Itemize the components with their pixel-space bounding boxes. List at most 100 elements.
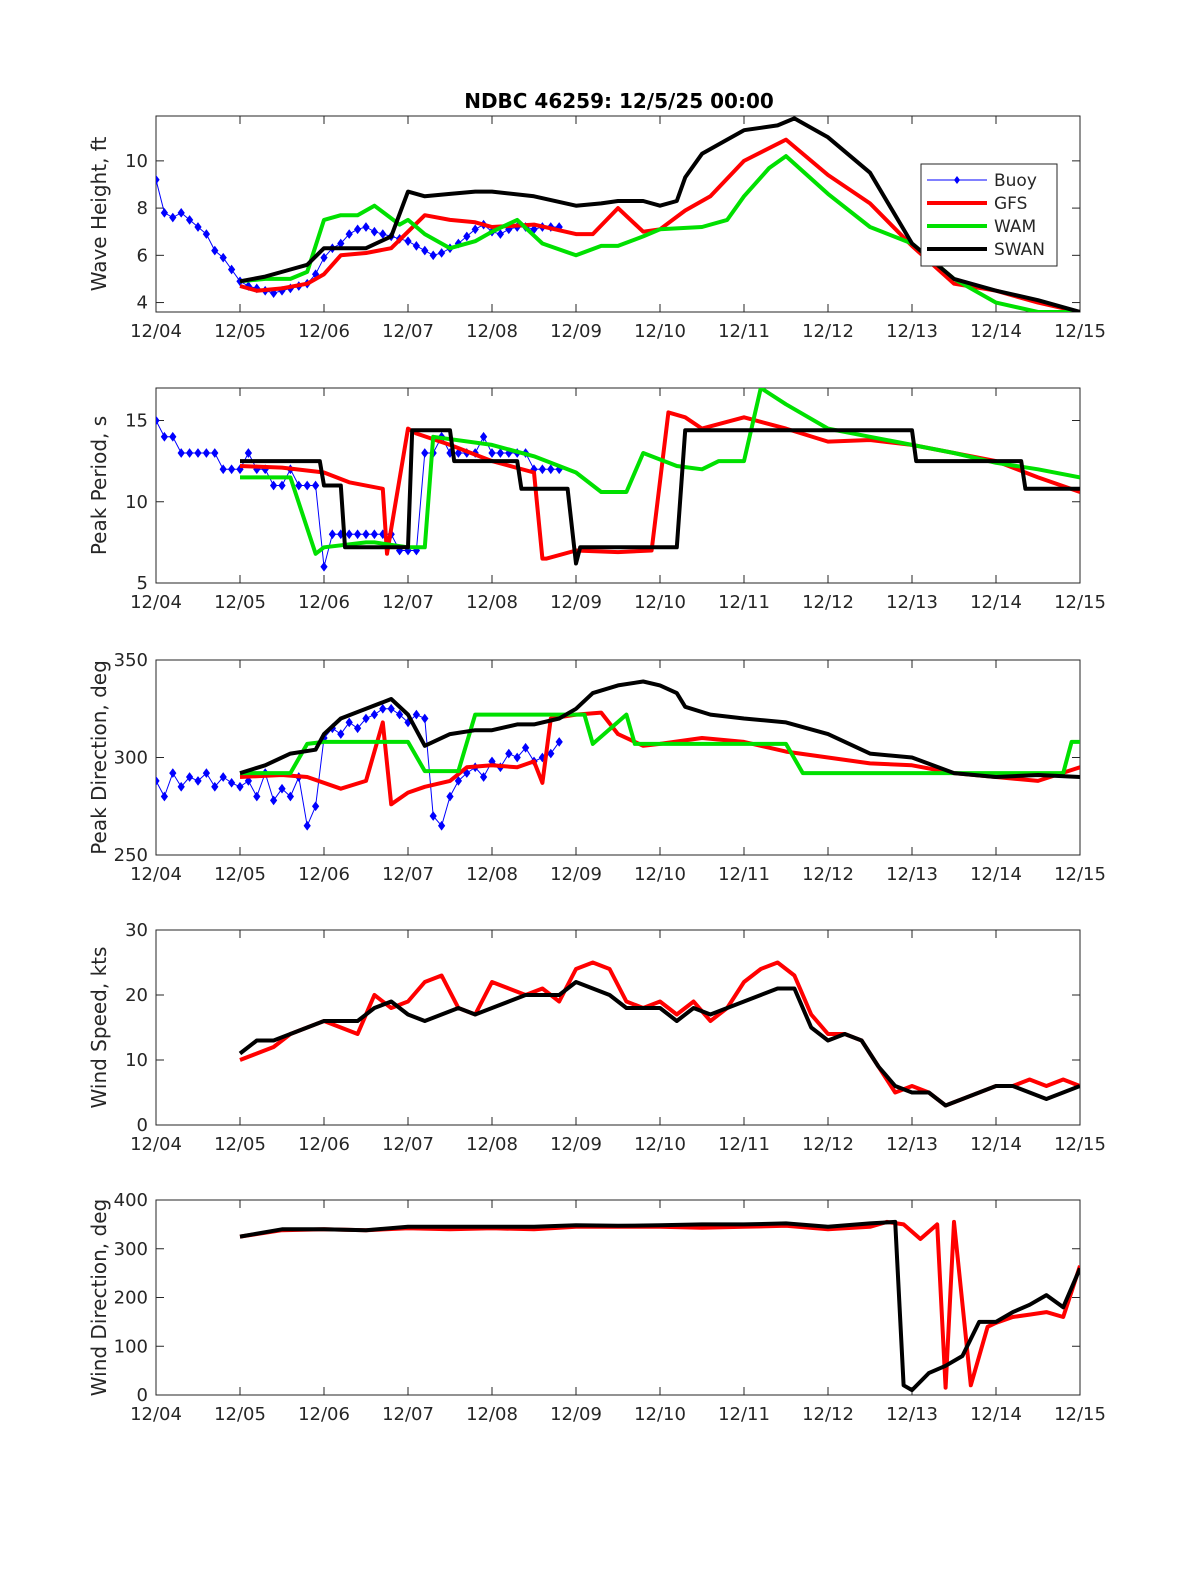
peak-period-buoy-point [454,448,463,458]
peak-period-buoy-point [227,464,236,475]
peak-direction-buoy-point [446,791,454,802]
wave-height-x-tick-label: 12/13 [886,321,938,342]
peak-period-buoy-point [219,464,227,475]
peak-direction-y-tick-label: 350 [114,650,148,671]
wave-height-buoy-point [412,241,421,251]
peak-direction-buoy-point [429,811,437,821]
peak-period-x-tick-label: 12/09 [550,592,602,613]
peak-direction-buoy-point [454,776,463,786]
peak-period-x-tick-label: 12/08 [466,592,518,613]
peak-direction-buoy-point [505,748,513,759]
wind-speed-series-swan-line [238,980,1080,1108]
wind-speed-y-tick-label: 20 [125,985,148,1006]
wind-direction-y-tick-label: 400 [114,1190,148,1211]
wind-direction-y-axis-label: Wind Direction, deg [87,1199,111,1396]
peak-period-y-axis-label: Peak Period, s [87,416,111,555]
wave-height-x-tick-label: 12/04 [130,321,182,342]
peak-period-buoy-point [303,480,311,491]
peak-period-buoy-point [211,448,219,458]
wind-direction-x-tick-label: 12/15 [1054,1404,1106,1425]
peak-direction-buoy-point [269,795,278,806]
peak-direction-buoy-point [362,713,370,724]
peak-direction-x-tick-label: 12/05 [214,864,266,885]
peak-period-y-tick-label: 15 [125,411,148,432]
peak-direction-buoy-point [253,791,261,802]
legend-label-gfs: GFS [994,194,1027,214]
wind-speed-x-tick-label: 12/04 [130,1134,182,1155]
wave-height-buoy-point [362,222,370,232]
peak-period-x-tick-label: 12/05 [214,592,266,613]
wind-direction-x-tick-label: 12/07 [382,1404,434,1425]
peak-period-buoy-point [156,415,160,426]
peak-direction-x-tick-label: 12/14 [970,864,1022,885]
wind-speed-x-tick-label: 12/07 [382,1134,434,1155]
peak-direction-x-tick-label: 12/11 [718,864,770,885]
peak-direction-buoy-point [463,768,471,778]
peak-direction-buoy-point [236,781,244,792]
wind-direction-x-tick-label: 12/08 [466,1404,518,1425]
peak-direction-buoy-point [303,820,311,831]
peak-direction-buoy-point [227,778,236,788]
wave-height-x-tick-label: 12/14 [970,321,1022,342]
peak-direction-buoy-point [244,776,253,786]
peak-period-buoy-point [547,464,555,475]
wave-height-buoy-point [156,174,160,185]
wave-height-buoy-point [345,229,353,239]
wave-height-x-tick-label: 12/06 [298,321,350,342]
wave-height-buoy-point [219,252,227,263]
wind-direction-plot-area [239,1219,1080,1393]
peak-direction-buoy-point [156,776,160,786]
peak-direction-buoy-point [395,709,404,720]
wave-height-buoy-point [463,231,471,242]
wave-height-y-tick-label: 4 [137,293,148,314]
peak-period-buoy-point [177,448,185,458]
wave-height-buoy-point [496,229,505,239]
peak-direction-buoy-point [479,772,488,782]
peak-direction-buoy-point [521,742,530,753]
wind-direction-x-tick-label: 12/11 [718,1404,770,1425]
wave-height-x-tick-label: 12/11 [718,321,770,342]
peak-direction-buoy-point [345,717,353,728]
wave-height-y-tick-label: 10 [125,151,148,172]
peak-period-buoy-point [328,529,337,540]
peak-direction-buoy-point [421,713,429,724]
wind-direction-x-tick-label: 12/13 [886,1404,938,1425]
legend: Buoy GFS WAM SWAN [920,163,1058,267]
peak-period-buoy-point [421,448,429,458]
peak-direction-x-tick-label: 12/09 [550,864,602,885]
peak-direction-buoy-point [169,768,177,778]
peak-period-buoy-point [160,431,169,442]
wave-height-buoy-point [211,245,219,256]
wind-speed-axes [155,929,1081,1126]
wind-speed-y-tick-label: 10 [125,1050,148,1071]
peak-period-x-tick-label: 12/10 [634,592,686,613]
peak-period-y-tick-label: 5 [137,573,148,594]
wind-direction-x-tick-label: 12/10 [634,1404,686,1425]
peak-direction-buoy-point [547,748,555,759]
wind-direction-x-tick-label: 12/12 [802,1404,854,1425]
wave-height-buoy-point [320,252,328,263]
peak-period-buoy-point [370,529,379,540]
panel-wind-direction: 12/04 12/05 12/06 12/07 12/08 12/09 12/10 12/11… [87,1190,1106,1425]
wind-speed-plot-area [238,960,1080,1108]
wave-height-buoy-point [379,229,387,239]
wave-height-buoy-point [177,207,185,218]
wind-direction-y-tick-label: 0 [137,1385,148,1406]
panel-peak-direction: 12/04 12/05 12/06 12/07 12/08 12/09 12/10 12/11… [87,650,1106,885]
legend-marker-buoy [954,176,960,184]
peak-direction-buoy-point [160,791,169,802]
figure-title: NDBC 46259: 12/5/25 00:00 [464,89,774,113]
wind-direction-y-tick-label: 200 [114,1288,148,1309]
peak-direction-buoy-point [177,781,185,792]
legend-label-buoy: Buoy [994,171,1037,191]
wind-speed-x-tick-label: 12/06 [298,1134,350,1155]
wind-direction-x-tick-label: 12/14 [970,1404,1022,1425]
peak-period-series-wam-line [240,388,1080,556]
peak-direction-axes [155,659,1081,856]
peak-direction-buoy-point [353,723,362,734]
peak-direction-x-tick-label: 12/13 [886,864,938,885]
peak-direction-x-tick-label: 12/07 [382,864,434,885]
peak-period-x-tick-label: 12/07 [382,592,434,613]
peak-direction-y-tick-label: 250 [114,845,148,866]
